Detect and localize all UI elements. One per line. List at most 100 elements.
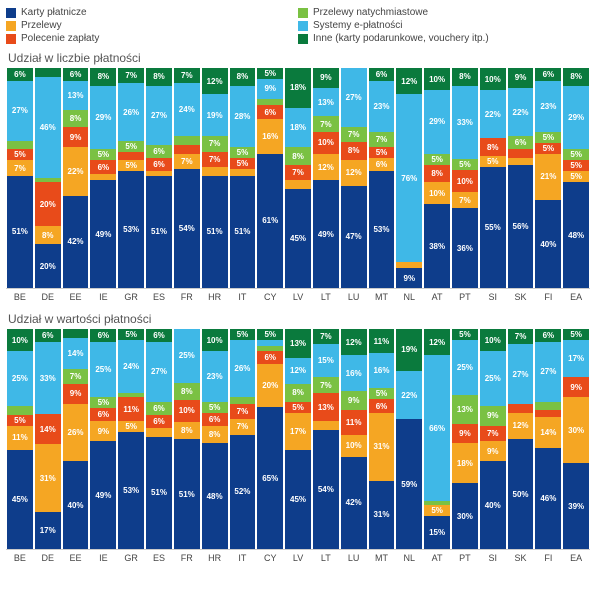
bar-segment: 6% [535, 68, 561, 81]
bar-segment-label: 51% [179, 490, 195, 499]
bar-segment: 17% [285, 413, 311, 450]
bar-segment: 27% [535, 342, 561, 401]
bar-segment: 30% [452, 483, 478, 549]
bar-segment: 12% [341, 160, 367, 186]
bar-segment-label: 46% [540, 494, 556, 503]
bar-segment: 8% [202, 426, 228, 444]
bar-segment-label: 27% [513, 370, 529, 379]
bar-segment-label: 7% [237, 407, 249, 416]
bar-segment-label: 51% [151, 488, 167, 497]
bar: 51%8%10%8%25% [174, 329, 200, 549]
bar-segment: 39% [563, 463, 589, 549]
bar-segment-label: 9% [348, 396, 360, 405]
bar-segment: 9% [396, 268, 422, 288]
bar-segment: 7% [480, 426, 506, 441]
bar-segment: 20% [257, 364, 283, 408]
bar-segment-label: 8% [570, 72, 582, 81]
bar-segment-label: 25% [179, 351, 195, 360]
bar-segment: 53% [118, 171, 144, 288]
bar-segment: 51% [174, 439, 200, 549]
bar-segment-label: 9% [70, 133, 82, 142]
bar-segment: 7% [369, 132, 395, 147]
bar-segment-label: 9% [487, 447, 499, 456]
bar-segment-label: 5% [543, 144, 555, 153]
bar-segment-label: 26% [234, 364, 250, 373]
axis-label: EA [562, 292, 590, 302]
bar-segment-label: 51% [151, 227, 167, 236]
bar-segment: 12% [202, 68, 228, 94]
bar-segment-label: 6% [98, 331, 110, 340]
bar-segment: 40% [535, 200, 561, 288]
bar-segment-label: 18% [290, 83, 306, 92]
bar-segment: 7% [452, 192, 478, 208]
bar-segment: 51% [230, 176, 256, 288]
axis-label: IE [89, 553, 117, 563]
bar-segment: 33% [35, 342, 61, 414]
bar-segment-label: 7% [181, 157, 193, 166]
axis-label: SK [507, 553, 535, 563]
bar-segment-label: 24% [179, 105, 195, 114]
bar: 54%13%7%15%7% [313, 329, 339, 549]
bar-segment: 5% [285, 402, 311, 413]
bar-segment-label: 6% [543, 331, 555, 340]
bar-segment: 42% [63, 196, 89, 288]
bar-segment: 8% [63, 110, 89, 128]
bar-segment: 22% [63, 147, 89, 195]
bar-segment-label: 40% [540, 240, 556, 249]
bar-segment [35, 68, 61, 77]
bar-segment: 53% [369, 171, 395, 288]
bar-segment [285, 180, 311, 189]
axis-label: IE [89, 292, 117, 302]
bar-segment-label: 31% [373, 510, 389, 519]
bar-segment-label: 14% [40, 425, 56, 434]
bar-segment-label: 7% [292, 168, 304, 177]
bar-segment-label: 56% [513, 222, 529, 231]
bar-segment-label: 42% [346, 498, 362, 507]
bar-segment-label: 11% [346, 418, 362, 427]
bar-segment [118, 152, 144, 161]
bar-segment: 8% [90, 68, 116, 86]
bar-segment: 9% [257, 79, 283, 99]
bar-segment-label: 5% [237, 148, 249, 157]
bar-segment-label: 12% [207, 77, 223, 86]
bar-segment-label: 6% [70, 70, 82, 79]
bar-segment-label: 6% [153, 417, 165, 426]
chart-count: Udział w liczbie płatności 51%7%5%27%6%2… [6, 51, 590, 302]
bar-segment: 18% [285, 68, 311, 108]
bar-segment: 25% [174, 329, 200, 383]
bar-segment-label: 26% [68, 428, 84, 437]
axis-label: LV [284, 553, 312, 563]
bar-segment-label: 6% [153, 404, 165, 413]
bar-segment-label: 5% [570, 150, 582, 159]
bar-segment-label: 6% [515, 138, 527, 147]
bar-segment: 31% [369, 413, 395, 481]
axis-label: LT [312, 292, 340, 302]
bar-segment-label: 6% [153, 331, 165, 340]
bar-segment: 6% [369, 158, 395, 171]
bar-segment: 7% [313, 377, 339, 392]
bar-segment-label: 8% [459, 72, 471, 81]
bar-segment-label: 42% [68, 237, 84, 246]
bar-segment [508, 149, 534, 158]
bar-segment-label: 5% [98, 398, 110, 407]
axis-label: FR [173, 292, 201, 302]
bar-segment-label: 53% [123, 486, 139, 495]
bar-segment: 26% [230, 340, 256, 397]
legend-label: Karty płatnicze [21, 7, 87, 18]
bar-segment-label: 5% [125, 422, 137, 431]
bar-segment: 49% [313, 180, 339, 288]
axis-label: FI [534, 553, 562, 563]
bar-segment-label: 10% [485, 336, 501, 345]
bar-segment-label: 8% [487, 143, 499, 152]
bar-segment: 46% [35, 77, 61, 178]
bar-segment: 40% [480, 461, 506, 549]
bar-segment-label: 6% [543, 70, 555, 79]
legend-label: Inne (karty podarunkowe, vouchery itp.) [313, 33, 489, 44]
bar-segment-label: 5% [209, 403, 221, 412]
bar-segment: 7% [313, 329, 339, 344]
bar-segment-label: 59% [401, 480, 417, 489]
bar-segment: 27% [341, 68, 367, 127]
bar-segment: 51% [202, 176, 228, 288]
bar-segment-label: 5% [98, 150, 110, 159]
bar-segment [63, 329, 89, 338]
